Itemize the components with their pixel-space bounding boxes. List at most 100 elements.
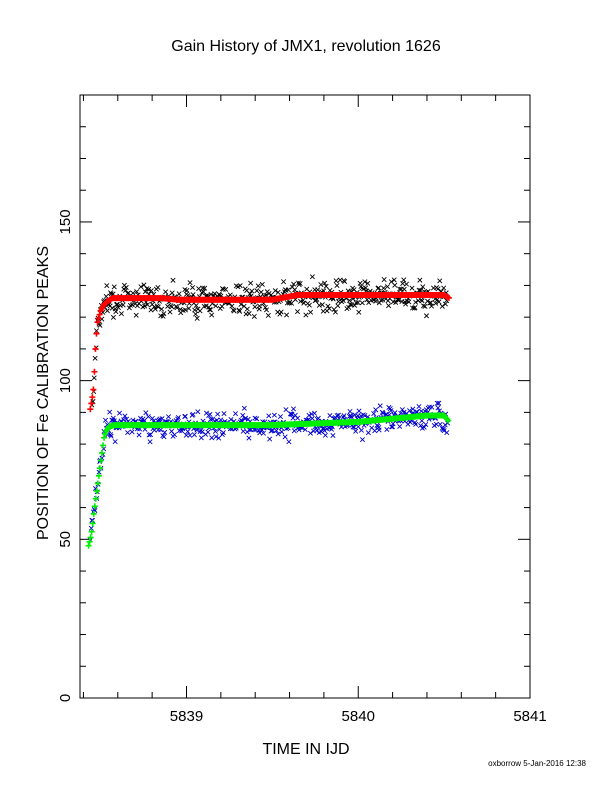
upper_raw-point: [186, 305, 192, 311]
upper_raw-point: [229, 303, 235, 309]
upper_raw-point: [427, 300, 433, 306]
lower_raw-point: [122, 413, 128, 419]
lower_raw-point: [444, 430, 450, 436]
upper_raw-point: [412, 305, 418, 311]
upper_raw-point: [403, 301, 409, 307]
upper_raw-point: [193, 311, 199, 317]
upper_raw-point: [190, 292, 196, 298]
lower_raw-point: [315, 415, 321, 421]
lower_raw-point: [435, 405, 441, 411]
lower_raw-point: [221, 411, 227, 417]
lower_raw-point: [147, 439, 153, 445]
upper_raw-point: [332, 309, 338, 315]
x-tick-label: 5840: [342, 708, 375, 725]
upper_raw-point: [409, 285, 415, 291]
lower_raw-point: [410, 406, 416, 412]
upper_raw-point: [141, 282, 147, 288]
lower_raw-point: [107, 409, 113, 415]
upper_raw-point: [272, 288, 278, 294]
lower_raw-point: [254, 416, 260, 422]
upper_raw-point: [207, 307, 213, 313]
lower_raw-point: [146, 432, 152, 438]
upper_raw-point: [406, 299, 412, 305]
lower_raw-point: [302, 427, 308, 433]
lower_raw-point: [240, 428, 246, 434]
lower_raw-point: [275, 431, 281, 437]
upper_raw-point: [246, 311, 252, 317]
upper_raw-point: [376, 285, 382, 291]
lower_raw-point: [353, 428, 359, 434]
data-marks: [85, 274, 452, 549]
lower_raw-point: [187, 432, 193, 438]
lower_fit-point: [85, 542, 92, 549]
lower_raw-point: [350, 424, 356, 430]
upper_raw-point: [200, 289, 206, 295]
lower_raw-point: [91, 506, 97, 512]
lower_raw-point: [340, 414, 346, 420]
upper_raw-point: [130, 290, 136, 296]
upper_raw-point: [194, 315, 200, 321]
lower_raw-point: [209, 435, 215, 441]
lower_raw-point: [191, 432, 197, 438]
upper_raw-point: [142, 303, 148, 309]
lower_raw-point: [267, 436, 273, 442]
upper_raw-point: [238, 301, 244, 307]
lower_raw-point: [399, 407, 405, 413]
upper_raw-point: [104, 283, 110, 289]
lower_raw-point: [233, 411, 239, 417]
upper_raw-point: [142, 289, 148, 295]
y-tick-label: 100: [57, 368, 74, 393]
upper_raw-point: [392, 282, 398, 288]
lower_fit-point: [91, 503, 98, 510]
upper_raw-point: [362, 279, 368, 285]
upper_raw-point: [170, 277, 176, 283]
lower_raw-point: [291, 428, 297, 434]
upper_raw-point: [334, 283, 340, 289]
lower_raw-point: [283, 407, 289, 413]
lower_fit-point: [89, 520, 96, 527]
lower_raw-point: [277, 414, 283, 420]
lower_raw-point: [246, 427, 252, 433]
lower_raw-point: [421, 424, 427, 430]
lower_raw-point: [175, 416, 181, 422]
upper_raw-point: [259, 281, 265, 287]
upper_raw-point: [208, 291, 214, 297]
lower_raw-point: [103, 417, 109, 423]
upper_raw-point: [197, 308, 203, 314]
upper_raw-point: [331, 306, 337, 312]
upper_raw-point: [342, 278, 348, 284]
upper_raw-point: [263, 307, 269, 313]
upper_raw-point: [111, 284, 117, 290]
axis-tick-labels: 5839 5840 5841 0 50 100 150: [57, 209, 547, 725]
upper_fit-point: [92, 345, 99, 352]
upper_raw-point: [436, 299, 442, 305]
upper_raw-point: [99, 316, 105, 322]
upper_raw-point: [289, 300, 295, 306]
upper_fit-point: [91, 368, 98, 375]
upper_raw-point: [193, 303, 199, 309]
lower_raw-point: [318, 429, 324, 435]
upper_raw-point: [258, 289, 264, 295]
upper_raw-point: [207, 307, 214, 313]
upper_raw-point: [365, 280, 371, 286]
lower_raw-point: [161, 434, 167, 440]
upper_raw-point: [159, 306, 165, 312]
upper_raw-point: [357, 280, 363, 286]
upper_raw-point: [442, 301, 448, 307]
upper_raw-point: [417, 277, 423, 283]
lower_raw-point: [407, 408, 413, 414]
upper_raw-point: [169, 290, 175, 296]
y-tick-label: 150: [57, 209, 74, 234]
upper_raw-point: [381, 277, 387, 283]
upper_raw-point: [182, 307, 188, 313]
upper_raw-point: [381, 285, 387, 291]
upper_raw-point: [231, 308, 237, 314]
upper_raw-point: [255, 283, 261, 289]
upper_raw-point: [196, 286, 202, 292]
lower_raw-point: [89, 517, 96, 523]
upper_raw-point: [308, 309, 314, 315]
lower_raw-point: [215, 411, 221, 417]
upper_raw-point: [192, 307, 198, 313]
upper_raw-point: [325, 303, 331, 309]
upper_raw-point: [144, 302, 151, 308]
